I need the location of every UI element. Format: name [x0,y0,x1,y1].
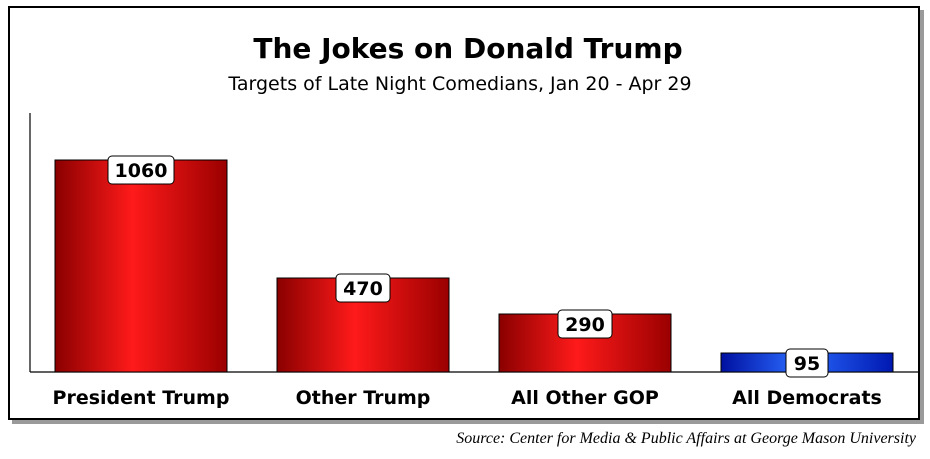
data-labels-layer: 1060 470 290 95 [107,155,829,378]
category-label-president-trump: President Trump [53,387,230,409]
category-label-all-democrats: All Democrats [732,387,882,409]
bars-layer [54,159,894,373]
data-label-all-other-gop: 290 [557,309,613,339]
data-label-value: 470 [343,278,383,300]
chart-frame: The Jokes on Donald Trump Targets of Lat… [8,6,920,420]
data-label-box [107,155,175,185]
chart-subtitle: Targets of Late Night Comedians, Jan 20 … [227,73,691,95]
data-label-value: 290 [565,314,605,336]
category-label-all-other-gop: All Other GOP [511,387,659,409]
category-labels-layer: President Trump Other Trump All Other GOP A… [53,387,882,409]
data-label-value: 95 [794,353,820,375]
bar-chart: The Jokes on Donald Trump Targets of Lat… [29,32,918,409]
category-label-other-trump: Other Trump [296,387,431,409]
bar-president-trump [54,159,228,373]
data-label-box [335,273,391,303]
source-note: Source: Center for Media & Public Affair… [456,430,916,447]
chart-title: The Jokes on Donald Trump [253,32,682,65]
data-label-all-democrats: 95 [785,348,829,378]
data-label-value: 1060 [115,160,168,182]
data-label-president-trump: 1060 [107,155,175,185]
data-label-box [785,348,829,378]
data-label-other-trump: 470 [335,273,391,303]
data-label-box [557,309,613,339]
